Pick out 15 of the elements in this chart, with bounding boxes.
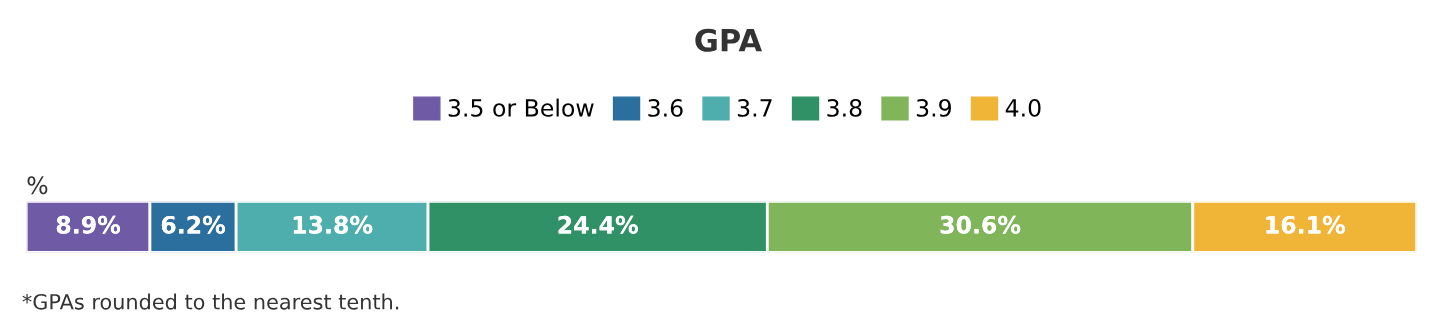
data-label: 30.6% — [940, 215, 1021, 234]
y-tick-label: % — [27, 176, 48, 195]
text: *GPAs rounded to the nearest tenth. — [22, 293, 399, 310]
data-label: 13.8% — [293, 215, 373, 234]
data-label: 16.1% — [1266, 215, 1345, 234]
legend-label: 3.6 — [648, 98, 683, 117]
data-label: 24.4% — [558, 215, 638, 234]
legend-label: 3.7 — [737, 98, 772, 117]
legend-label: 3.8 — [827, 98, 862, 117]
legend-label: 3.5 or Below — [448, 98, 594, 117]
legend-label: 4.0 — [1005, 98, 1041, 117]
legend-label: 3.9 — [916, 98, 951, 117]
data-label: 8.9% — [56, 215, 121, 234]
chart-title: GPA — [695, 28, 763, 52]
data-label: 6.2% — [161, 215, 226, 234]
